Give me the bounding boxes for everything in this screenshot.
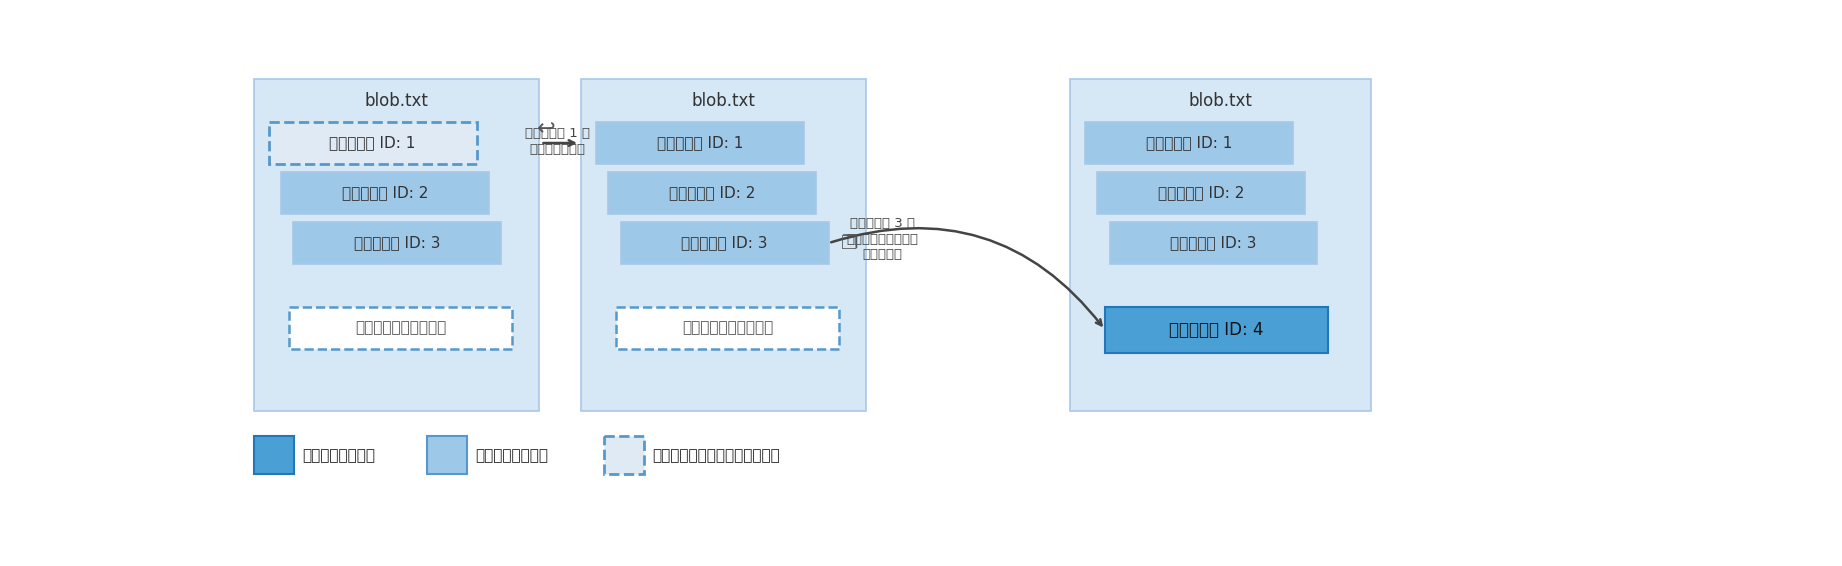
Text: ❐: ❐ — [842, 234, 858, 252]
Text: バージョン ID: 1: バージョン ID: 1 — [658, 135, 742, 151]
Text: バージョン ID: 3: バージョン ID: 3 — [354, 235, 440, 251]
Text: バージョン 3 を: バージョン 3 を — [849, 217, 915, 230]
Text: コピーする: コピーする — [862, 248, 903, 261]
Text: 論理的に削除されたバージョン: 論理的に削除されたバージョン — [652, 448, 779, 463]
Bar — [604, 436, 645, 474]
Text: 現在のバージョン: 現在のバージョン — [302, 448, 374, 463]
Text: blob.txt: blob.txt — [693, 92, 755, 110]
Bar — [282, 172, 488, 214]
Text: バージョン ID: 3: バージョン ID: 3 — [1170, 235, 1256, 251]
Text: バージョン ID: 2: バージョン ID: 2 — [1159, 186, 1245, 200]
Bar — [1109, 222, 1317, 264]
Text: バージョン ID: 3: バージョン ID: 3 — [682, 235, 768, 251]
Text: blob.txt: blob.txt — [1188, 92, 1253, 110]
Bar — [621, 222, 829, 264]
Bar — [582, 79, 866, 410]
Bar — [597, 122, 803, 164]
Bar — [254, 79, 540, 410]
Text: ↩: ↩ — [538, 119, 556, 139]
Text: バージョン 1 の: バージョン 1 の — [525, 127, 589, 140]
Bar — [427, 436, 468, 474]
Bar — [615, 307, 840, 349]
Bar — [1085, 122, 1293, 164]
Bar — [1070, 79, 1370, 410]
Bar — [293, 222, 501, 264]
Text: 現在のバージョンなし: 現在のバージョンなし — [682, 320, 774, 335]
Text: 現在のバージョンなし: 現在のバージョンなし — [356, 320, 446, 335]
Text: バージョン ID: 2: バージョン ID: 2 — [669, 186, 755, 200]
Text: blob.txt: blob.txt — [365, 92, 429, 110]
Text: 以前のバージョン: 以前のバージョン — [475, 448, 549, 463]
Text: バージョン ID: 4: バージョン ID: 4 — [1170, 321, 1264, 338]
Text: バージョン ID: 1: バージョン ID: 1 — [330, 135, 416, 151]
Bar — [1098, 172, 1306, 214]
Text: 現在のバージョンに: 現在のバージョンに — [847, 233, 919, 246]
Text: 削除を取り消す: 削除を取り消す — [529, 143, 586, 156]
Text: バージョン ID: 2: バージョン ID: 2 — [343, 186, 427, 200]
Bar — [269, 122, 477, 164]
Text: バージョン ID: 1: バージョン ID: 1 — [1146, 135, 1232, 151]
Bar — [289, 307, 512, 349]
Bar — [608, 172, 816, 214]
Bar — [1105, 307, 1328, 353]
Bar — [254, 436, 295, 474]
